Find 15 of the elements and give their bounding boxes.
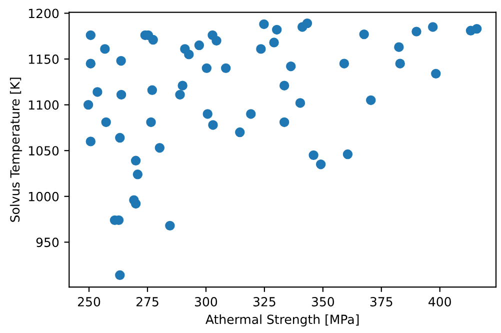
x-tick-label: 275 [136,296,158,306]
y-tick-label: 1200 [28,8,59,18]
x-tick-label: 375 [370,296,392,306]
y-tick-label: 1000 [28,192,59,202]
x-tick-label: 350 [312,296,334,306]
x-tick-label: 400 [428,296,451,306]
y-tick-label: 1150 [28,54,59,64]
x-tick-label: 250 [78,296,100,306]
y-axis-title: Solvus Temperature [K] [10,78,22,222]
y-tick-label: 1050 [28,146,59,156]
x-axis-title: Athermal Strength [MPa] [206,314,359,327]
y-tick-label: 1100 [28,100,59,110]
y-tick-label: 950 [36,238,59,248]
x-tick-label: 300 [194,296,218,306]
x-tick-label: 325 [253,296,276,306]
